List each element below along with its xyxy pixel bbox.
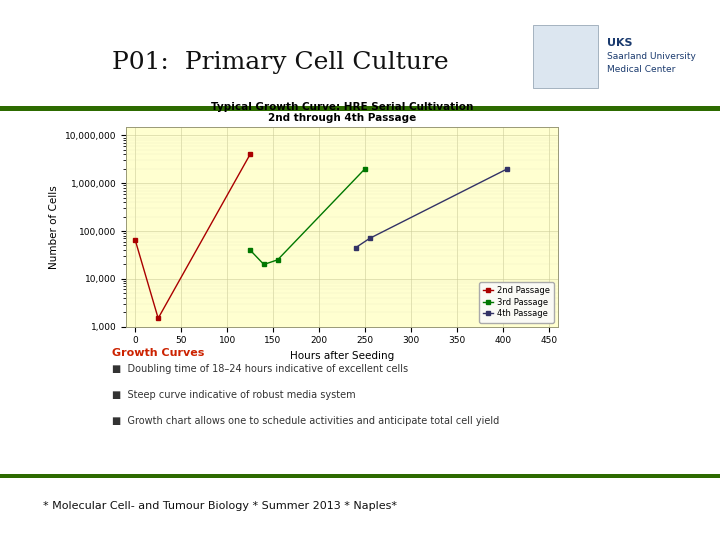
4th Passage	[351, 245, 360, 251]
Text: * Molecular Cell- and Tumour Biology * Summer 2013 * Naples*: * Molecular Cell- and Tumour Biology * S…	[43, 501, 397, 511]
Line: 2nd Passage: 2nd Passage	[132, 152, 253, 321]
2nd Passage	[131, 237, 140, 243]
3rd Passage	[274, 256, 282, 263]
Line: 4th Passage: 4th Passage	[354, 166, 510, 250]
Legend: 2nd Passage, 3rd Passage, 4th Passage: 2nd Passage, 3rd Passage, 4th Passage	[480, 282, 554, 322]
FancyBboxPatch shape	[533, 25, 598, 88]
Text: P01:  Primary Cell Culture: P01: Primary Cell Culture	[112, 51, 449, 73]
Text: ■  Steep curve indicative of robust media system: ■ Steep curve indicative of robust media…	[112, 390, 355, 401]
X-axis label: Hours after Seeding: Hours after Seeding	[290, 351, 394, 361]
2nd Passage	[246, 151, 254, 158]
3rd Passage	[361, 166, 369, 172]
4th Passage	[503, 166, 512, 172]
Y-axis label: Number of Cells: Number of Cells	[49, 185, 59, 269]
Text: UKS: UKS	[607, 38, 632, 48]
Text: ■  Doubling time of 18–24 hours indicative of excellent cells: ■ Doubling time of 18–24 hours indicativ…	[112, 364, 408, 375]
Text: Growth Curves: Growth Curves	[112, 348, 204, 359]
Text: Medical Center: Medical Center	[607, 65, 675, 73]
3rd Passage	[259, 261, 268, 268]
Line: 3rd Passage: 3rd Passage	[248, 166, 367, 267]
4th Passage	[365, 235, 374, 242]
Text: ■  Growth chart allows one to schedule activities and anticipate total cell yiel: ■ Growth chart allows one to schedule ac…	[112, 416, 499, 427]
2nd Passage	[154, 315, 163, 321]
3rd Passage	[246, 247, 254, 253]
Title: Typical Growth Curve: HRE Serial Cultivation
2nd through 4th Passage: Typical Growth Curve: HRE Serial Cultiva…	[211, 102, 473, 123]
Text: Saarland University: Saarland University	[607, 52, 696, 61]
